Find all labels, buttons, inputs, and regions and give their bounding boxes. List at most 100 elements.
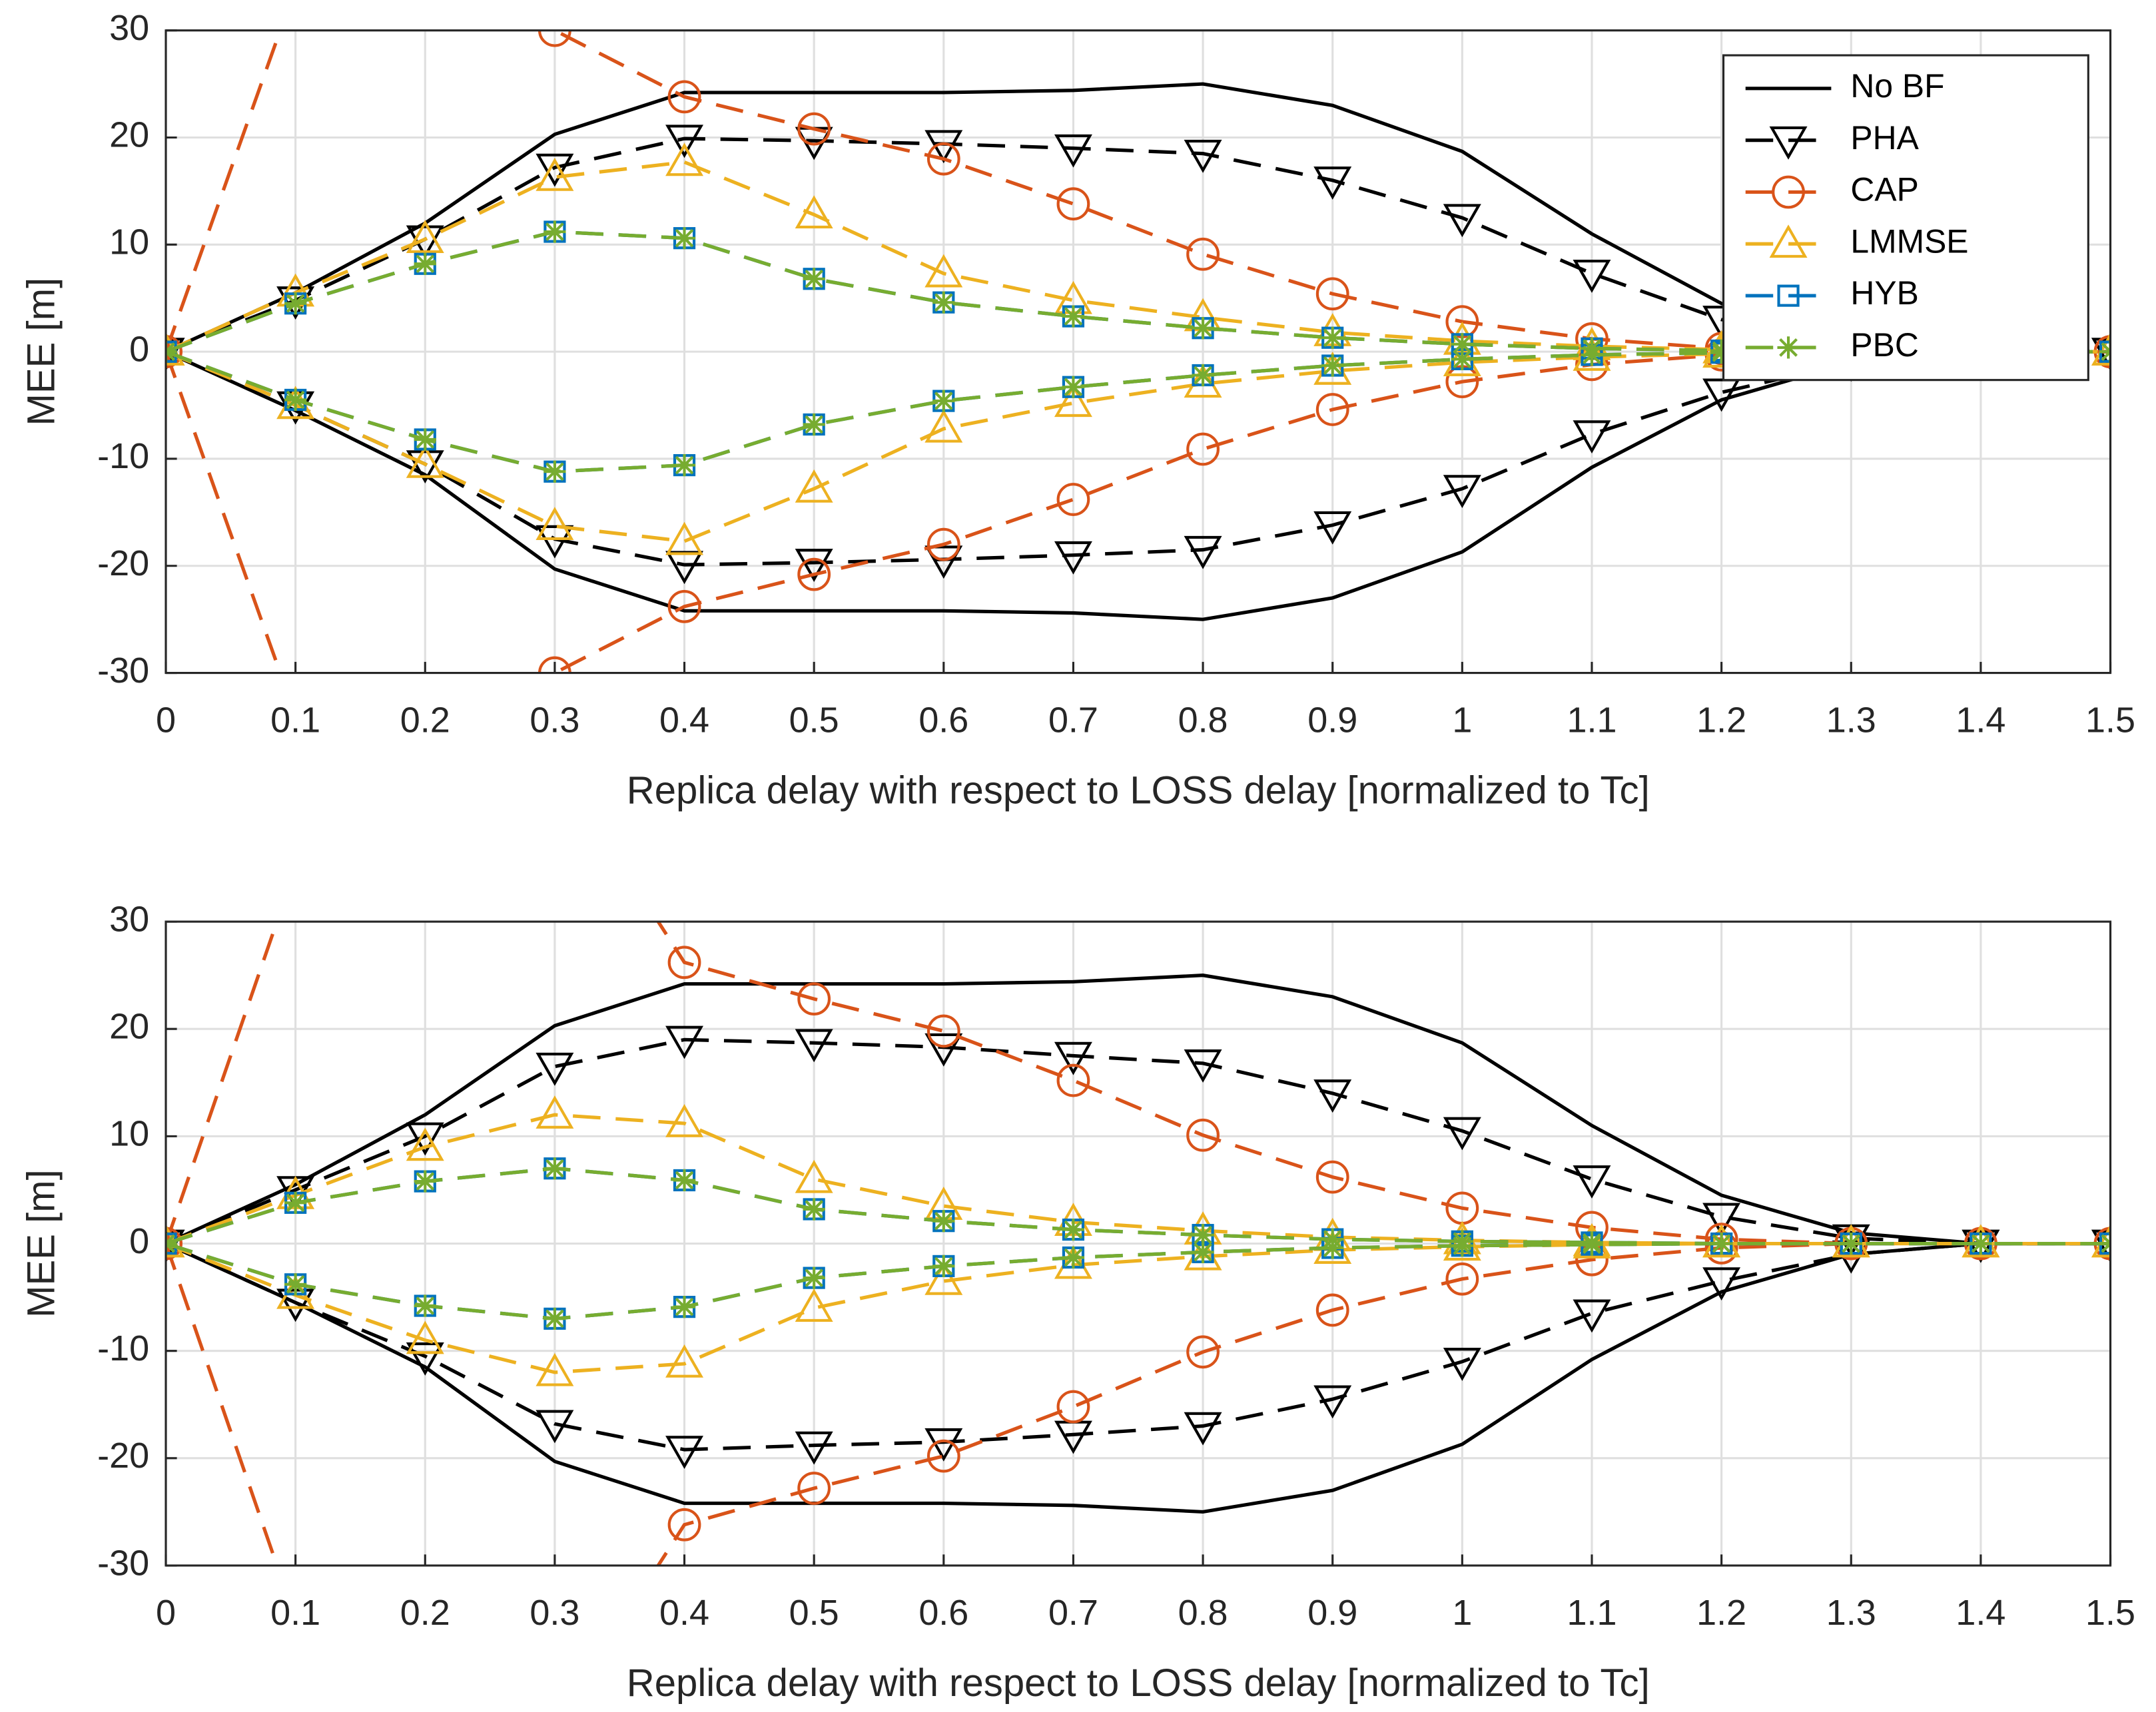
marker	[926, 527, 960, 561]
y-tick-label: -10	[97, 1328, 149, 1368]
x-tick-label: 0.4	[659, 701, 709, 740]
series-line	[166, 350, 2111, 673]
marker	[538, 30, 571, 47]
marker	[665, 1436, 704, 1470]
series-line	[166, 30, 2111, 354]
marker	[673, 1169, 696, 1192]
marker	[1054, 134, 1092, 168]
legend-marker	[1772, 175, 1805, 209]
x-tick-label: 1.3	[1826, 1593, 1876, 1633]
marker	[1056, 1063, 1090, 1097]
series-line	[166, 1241, 2111, 1566]
marker	[665, 1025, 704, 1059]
marker	[1186, 1335, 1220, 1369]
marker	[1321, 354, 1344, 377]
marker	[1054, 541, 1092, 575]
marker	[924, 1261, 963, 1295]
x-axis-label: Replica delay with respect to LOSS delay…	[627, 768, 1650, 812]
marker	[797, 112, 831, 146]
marker	[1443, 1348, 1481, 1381]
y-tick-label: 10	[109, 222, 149, 262]
marker	[1702, 378, 1741, 412]
marker	[1186, 237, 1220, 271]
marker	[1581, 1233, 1603, 1256]
marker	[536, 507, 574, 540]
marker	[932, 390, 955, 412]
marker	[406, 1320, 444, 1354]
marker	[665, 521, 704, 555]
marker	[795, 1288, 833, 1322]
marker	[539, 746, 570, 776]
y-tick-label: 20	[109, 115, 149, 155]
marker	[284, 388, 307, 412]
marker	[1573, 259, 1611, 293]
x-tick-label: 0.4	[659, 1593, 709, 1633]
marker	[1192, 317, 1214, 340]
marker	[406, 1342, 444, 1376]
legend-label: PHA	[1850, 119, 1919, 156]
marker	[406, 444, 444, 478]
marker	[665, 125, 704, 158]
marker	[932, 1210, 955, 1233]
marker	[406, 450, 444, 484]
marker	[1443, 475, 1481, 509]
marker	[665, 1344, 704, 1378]
marker	[543, 460, 566, 483]
marker	[1313, 511, 1352, 545]
marker	[924, 1033, 963, 1067]
marker	[1321, 1237, 1344, 1259]
marker	[1573, 1165, 1611, 1199]
marker	[926, 142, 960, 176]
marker	[667, 80, 701, 114]
marker	[280, 0, 311, 3]
x-tick-label: 1.4	[1956, 1593, 2005, 1633]
legend-box	[1722, 54, 2089, 382]
marker	[667, 589, 701, 623]
x-tick-label: 0.1	[270, 701, 320, 740]
marker	[667, 1508, 701, 1542]
x-tick-label: 0.2	[400, 1593, 450, 1633]
marker	[926, 1014, 960, 1048]
x-tick-label: 0.6	[918, 1593, 968, 1633]
x-tick-label: 0.7	[1048, 701, 1098, 740]
series-line	[166, 1241, 2111, 1320]
marker	[1313, 166, 1352, 200]
y-tick-label: 0	[129, 329, 149, 369]
marker	[803, 1267, 825, 1289]
marker	[1315, 393, 1349, 426]
marker	[1315, 1160, 1349, 1194]
marker	[932, 1255, 955, 1277]
marker	[1313, 1079, 1352, 1113]
marker	[1192, 1224, 1214, 1247]
x-tick-label: 1.5	[2085, 701, 2135, 740]
x-tick-label: 0.2	[400, 701, 450, 740]
marker	[924, 409, 963, 443]
marker	[538, 656, 571, 673]
series-line	[166, 1037, 2111, 1246]
legend-marker	[1777, 284, 1800, 307]
marker	[1186, 1118, 1220, 1152]
marker	[1445, 1262, 1479, 1296]
marker	[166, 1227, 182, 1261]
marker	[284, 1191, 307, 1214]
y-tick-label: -20	[97, 543, 149, 583]
y-axis-label: MEE [m]	[20, 278, 63, 426]
x-tick-label: 0.5	[789, 701, 839, 740]
marker	[673, 227, 696, 250]
y-tick-label: -30	[97, 1543, 149, 1583]
marker	[536, 1352, 574, 1386]
series-line	[166, 922, 2111, 1246]
series-line	[166, 974, 2111, 1246]
marker	[1315, 277, 1349, 311]
marker	[1443, 1117, 1481, 1151]
legend-label: No BF	[1850, 67, 1944, 105]
marker	[1710, 342, 1733, 364]
marker	[543, 1307, 566, 1330]
legend-label: CAP	[1850, 171, 1918, 208]
axes: 0 0.1 0.2 0.3 0.4 0.5 0.6 0.7 0.8 0.9 1 1.1 1.2 1.3 1.…	[20, 746, 2135, 1705]
marker	[410, 1657, 440, 1688]
x-tick-label: 1.2	[1696, 701, 1746, 740]
marker	[1184, 1412, 1222, 1446]
marker	[1581, 344, 1603, 366]
